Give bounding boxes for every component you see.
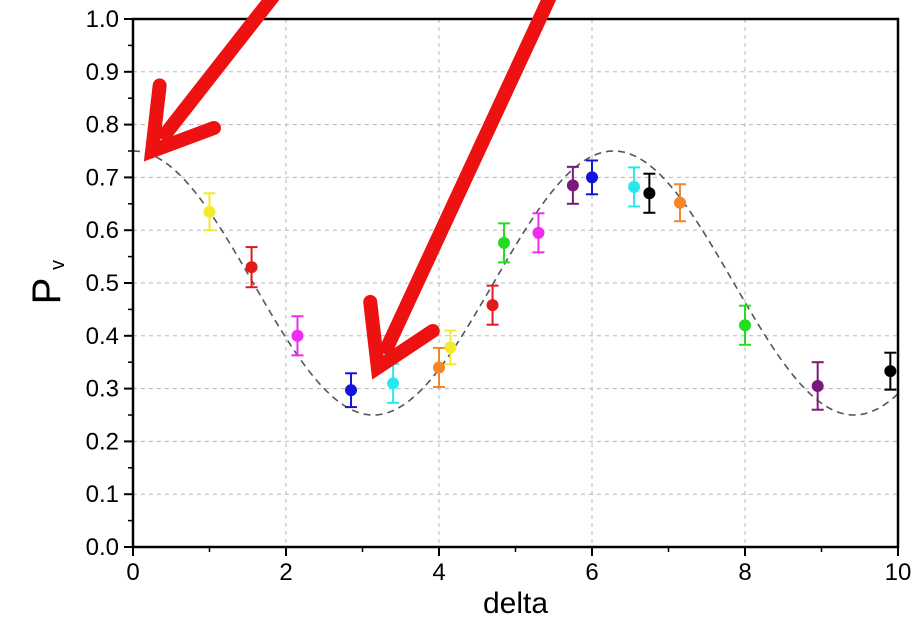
- data-point: [811, 361, 824, 411]
- data-point: [387, 362, 400, 404]
- point-marker: [566, 179, 579, 192]
- data-point: [245, 246, 258, 289]
- point-marker: [811, 379, 824, 392]
- data-point: [566, 165, 579, 205]
- y-tick-label: 0.2: [86, 428, 119, 455]
- point-marker: [739, 319, 751, 332]
- point-marker: [486, 299, 499, 312]
- axis-ticks: [124, 18, 899, 556]
- data-point: [291, 315, 304, 357]
- y-tick-label: 0.1: [86, 481, 119, 508]
- data-point: [673, 183, 686, 223]
- y-tick-label: 0.7: [86, 164, 119, 191]
- y-tick-label: 0.0: [86, 534, 119, 561]
- y-axis-title-subscript: v: [47, 260, 69, 270]
- annotation-arrows: [143, 0, 557, 380]
- x-tick-label: 10: [885, 559, 912, 586]
- x-tick-label: 6: [585, 559, 598, 586]
- data-point: [486, 284, 499, 326]
- data-points: [203, 159, 897, 411]
- point-marker: [532, 226, 545, 239]
- y-axis-title: P v: [25, 260, 69, 304]
- data-point: [628, 166, 641, 208]
- annotation-arrow: [363, 0, 557, 380]
- arrow-shaft: [380, 0, 557, 355]
- arrow-shaft: [158, 0, 280, 141]
- data-point: [433, 346, 445, 389]
- x-axis-title: delta: [483, 587, 548, 617]
- y-tick-label: 0.8: [86, 112, 119, 139]
- point-marker: [673, 196, 686, 209]
- y-tick-label: 1.0: [86, 6, 119, 33]
- data-point: [203, 192, 216, 232]
- y-tick-label: 0.6: [86, 217, 119, 244]
- point-marker: [345, 384, 358, 397]
- point-marker: [643, 187, 656, 200]
- point-marker: [291, 329, 304, 342]
- point-marker: [628, 180, 641, 193]
- x-tick-label: 8: [738, 559, 751, 586]
- arrow-head: [143, 78, 221, 162]
- data-point: [444, 329, 457, 366]
- x-tick-label: 2: [279, 559, 292, 586]
- x-tick-label: 4: [432, 559, 445, 586]
- y-tick-label: 0.3: [86, 376, 119, 403]
- point-marker: [203, 205, 216, 218]
- y-tick-label: 0.4: [86, 323, 119, 350]
- point-marker: [387, 377, 400, 390]
- arrow-head: [363, 294, 440, 380]
- y-tick-label: 0.5: [86, 270, 119, 297]
- data-point: [884, 351, 897, 391]
- data-point: [739, 304, 751, 346]
- point-marker: [444, 341, 457, 354]
- data-point: [498, 222, 511, 264]
- point-marker: [245, 261, 258, 274]
- grid-lines: [133, 19, 898, 547]
- data-point: [586, 159, 598, 196]
- point-marker: [433, 361, 445, 374]
- data-point: [345, 372, 358, 409]
- y-tick-label: 0.9: [86, 59, 119, 86]
- point-marker: [884, 365, 897, 378]
- annotation-arrow: [143, 0, 280, 162]
- point-marker: [586, 171, 598, 184]
- x-tick-label: 0: [126, 559, 139, 586]
- data-point: [643, 172, 656, 214]
- point-marker: [498, 236, 511, 249]
- y-axis-title-main: P: [25, 278, 69, 305]
- data-point: [532, 212, 545, 254]
- tick-labels: 0.0 0.1 0.2 0.3 0.4 0.5 0.6 0.7 0.8 0.9 1.0 0 2 4 6 8 10: [86, 6, 912, 586]
